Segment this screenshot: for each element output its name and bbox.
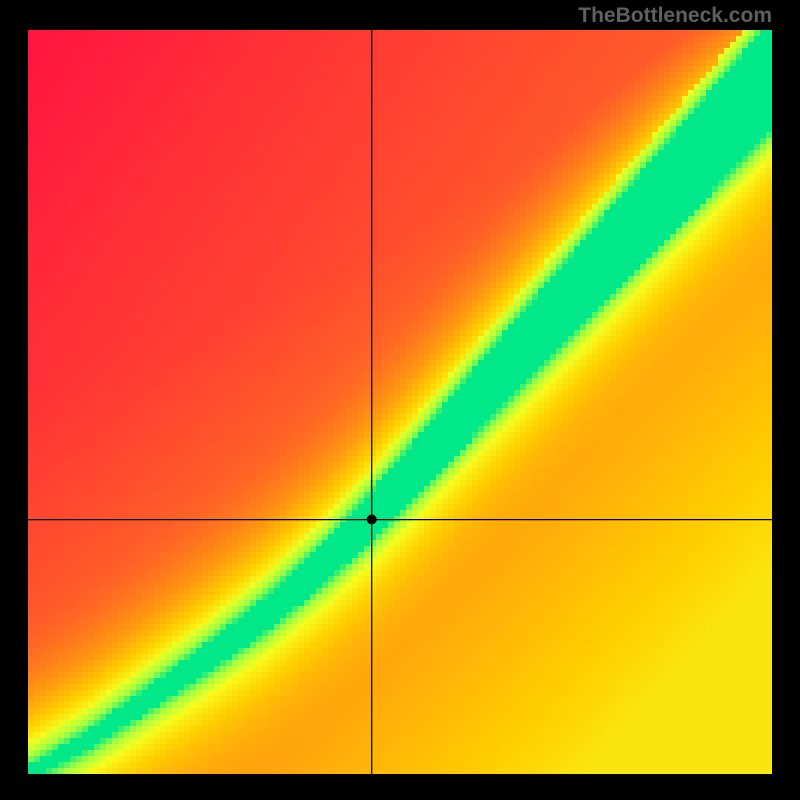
chart-container: TheBottleneck.com xyxy=(0,0,800,800)
heatmap-canvas xyxy=(0,0,800,800)
heatmap-plot xyxy=(0,0,800,800)
watermark-text: TheBottleneck.com xyxy=(578,4,772,28)
